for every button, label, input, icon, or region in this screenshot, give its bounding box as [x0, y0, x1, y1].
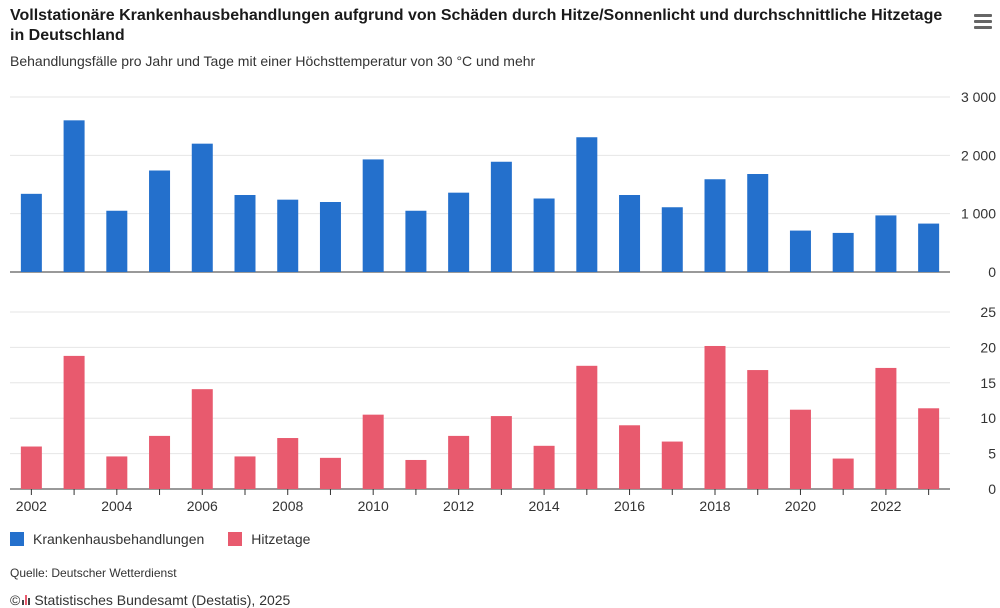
y-tick-label: 5 [988, 446, 996, 462]
bar-krankenhaus-2008 [277, 199, 299, 272]
bar-krankenhaus-2009 [319, 202, 341, 272]
bar-hitzetage-2015 [576, 365, 598, 489]
bar-krankenhaus-2014 [533, 198, 555, 272]
bar-hitzetage-2014 [533, 445, 555, 489]
bar-hitzetage-2006 [191, 389, 213, 489]
legend-label: Hitzetage [251, 531, 311, 547]
x-tick-label: 2004 [101, 498, 132, 514]
y-tick-label: 10 [980, 410, 996, 426]
bar-hitzetage-2011 [405, 459, 427, 489]
legend-swatch-red [228, 532, 243, 546]
bar-krankenhaus-2003 [63, 120, 85, 272]
bar-hitzetage-2017 [661, 441, 683, 489]
x-tick-label: 2022 [870, 498, 901, 514]
bar-hitzetage-2008 [277, 438, 299, 489]
bar-hitzetage-2023 [918, 408, 940, 489]
bar-krankenhaus-2016 [619, 195, 641, 272]
bar-krankenhaus-2007 [234, 195, 256, 272]
y-tick-label: 1 000 [961, 206, 996, 222]
bar-krankenhaus-2013 [490, 161, 512, 272]
bar-hitzetage-2018 [704, 345, 726, 489]
legend: Krankenhausbehandlungen Hitzetage [10, 531, 310, 547]
destatis-logo-icon [22, 595, 31, 605]
bar-krankenhaus-2023 [918, 223, 940, 272]
bar-hitzetage-2002 [20, 446, 42, 489]
x-tick-label: 2010 [358, 498, 389, 514]
y-tick-label: 15 [980, 375, 996, 391]
bar-hitzetage-2004 [106, 456, 128, 489]
legend-item-krankenhausbehandlungen[interactable]: Krankenhausbehandlungen [10, 531, 204, 547]
y-tick-label: 3 000 [961, 89, 996, 105]
bar-hitzetage-2021 [832, 458, 854, 489]
bar-krankenhaus-2005 [149, 170, 171, 272]
x-tick-label: 2002 [16, 498, 47, 514]
bar-hitzetage-2012 [448, 435, 470, 489]
y-tick-label: 20 [980, 339, 996, 355]
bar-hitzetage-2013 [490, 416, 512, 489]
y-tick-label: 0 [988, 481, 996, 497]
bar-hitzetage-2009 [319, 457, 341, 489]
bar-krankenhaus-2006 [191, 143, 213, 272]
bar-hitzetage-2007 [234, 456, 256, 489]
bar-krankenhaus-2017 [661, 207, 683, 272]
bar-krankenhaus-2020 [789, 230, 811, 272]
x-tick-label: 2014 [529, 498, 560, 514]
bar-krankenhaus-2019 [747, 174, 769, 272]
legend-label: Krankenhausbehandlungen [33, 531, 205, 547]
chart-title: Vollstationäre Krankenhausbehandlungen a… [10, 7, 943, 44]
bar-krankenhaus-2012 [448, 192, 470, 272]
y-tick-label: 0 [988, 264, 996, 280]
x-tick-label: 2016 [614, 498, 645, 514]
copyright-symbol: © [10, 592, 21, 608]
chart-area: 0 1 000 2 000 3 000 0 5 10 15 20 25 2002 2004 2006 20… [10, 89, 996, 514]
bar-hitzetage-2010 [362, 414, 384, 489]
bar-hitzetage-2005 [149, 435, 171, 489]
x-tick-label: 2018 [699, 498, 730, 514]
x-tick-label: 2012 [443, 498, 474, 514]
bar-krankenhaus-2022 [875, 215, 897, 272]
legend-item-hitzetage[interactable]: Hitzetage [228, 531, 310, 547]
source-note: Quelle: Deutscher Wetterdienst [10, 566, 177, 580]
x-tick-label: 2008 [272, 498, 303, 514]
x-tick-label: 2020 [785, 498, 816, 514]
chart-subtitle: Behandlungsfälle pro Jahr und Tage mit e… [10, 53, 536, 69]
bar-krankenhaus-2015 [576, 137, 598, 272]
y-tick-label: 2 000 [961, 147, 996, 163]
bar-hitzetage-2019 [747, 370, 769, 489]
bar-krankenhaus-2002 [20, 193, 42, 272]
bar-hitzetage-2022 [875, 367, 897, 489]
bar-hitzetage-2003 [63, 355, 85, 489]
credit-text: Statistisches Bundesamt (Destatis), 2025 [34, 592, 291, 608]
hamburger-menu-icon[interactable] [974, 14, 992, 30]
bar-hitzetage-2016 [619, 425, 641, 489]
x-tick-label: 2006 [187, 498, 218, 514]
bar-krankenhaus-2011 [405, 210, 427, 272]
legend-swatch-blue [10, 532, 24, 546]
bar-krankenhaus-2018 [704, 179, 726, 272]
bar-krankenhaus-2010 [362, 159, 384, 272]
y-tick-label: 25 [980, 304, 996, 320]
bar-hitzetage-2020 [789, 409, 811, 489]
bar-krankenhaus-2004 [106, 210, 128, 272]
bar-krankenhaus-2021 [832, 232, 854, 272]
credit-line: © Statistisches Bundesamt (Destatis), 20… [10, 592, 290, 608]
